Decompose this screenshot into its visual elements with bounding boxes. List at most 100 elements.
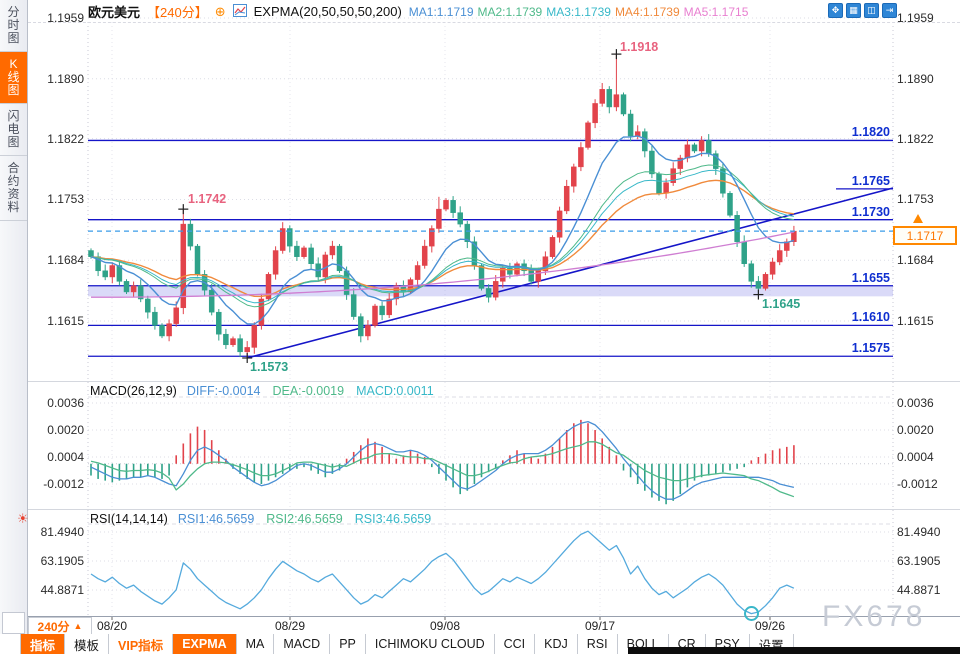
sidebar-item-分时图[interactable]: 分时图 bbox=[0, 0, 27, 52]
watermark: FX678 bbox=[822, 600, 926, 633]
period-up-arrow-icon: ▲ bbox=[73, 621, 83, 631]
rsi-axis-label: 63.1905 bbox=[897, 554, 941, 568]
toolbar-tab-指标[interactable]: 指标 bbox=[21, 634, 66, 654]
indicator-settings-icon[interactable]: ☀ bbox=[17, 511, 29, 526]
toolbar-tab-VIP指标[interactable]: VIP指标 bbox=[109, 634, 174, 654]
level-label: 1.1820 bbox=[851, 125, 890, 140]
macd-axis-label: -0.0012 bbox=[43, 477, 84, 491]
price-axis-label: 1.1753 bbox=[897, 192, 934, 207]
macd-axis-label: -0.0012 bbox=[897, 477, 938, 491]
rsi-header: RSI(14,14,14) RSI1:46.5659 RSI2:46.5659 RS… bbox=[90, 512, 443, 526]
logo-circle-icon bbox=[744, 606, 759, 621]
macd-panel-divider bbox=[28, 381, 960, 382]
date-label: 09/17 bbox=[584, 619, 616, 633]
rsi-axis-label: 44.8871 bbox=[897, 583, 941, 597]
price-axis-label: 1.1890 bbox=[47, 71, 84, 86]
price-annotation: 1.1742 bbox=[188, 192, 227, 206]
rsi-axis-label: 81.4940 bbox=[897, 525, 941, 539]
toolbar-tab-MACD[interactable]: MACD bbox=[274, 634, 331, 654]
ma-value: MA5:1.1715 bbox=[683, 4, 749, 19]
rsi-values: RSI1:46.5659 RSI2:46.5659 RSI3:46.5659 bbox=[178, 512, 443, 526]
ma-value: MA2:1.1739 bbox=[477, 4, 543, 19]
price-axis-label: 1.1615 bbox=[47, 313, 84, 328]
indicator-value: MACD:0.0011 bbox=[356, 384, 434, 398]
current-price-value: 1.1717 bbox=[906, 228, 944, 243]
period-selector-label: 240分 bbox=[37, 619, 70, 634]
scale-chart-icon[interactable]: ◫ bbox=[864, 3, 879, 18]
macd-values: DIFF:-0.0014 DEA:-0.0019 MACD:0.0011 bbox=[187, 384, 446, 398]
price-annotation: 1.1645 bbox=[762, 297, 801, 311]
toolbar-tab-ICHIMOKU CLOUD[interactable]: ICHIMOKU CLOUD bbox=[366, 634, 495, 654]
price-up-arrow-icon bbox=[913, 214, 923, 223]
level-label: 1.1730 bbox=[851, 204, 890, 219]
add-indicator-icon[interactable]: ⊕ bbox=[214, 3, 226, 19]
toolbar-tab-EXPMA[interactable]: EXPMA bbox=[173, 634, 237, 654]
mini-chart-icon bbox=[232, 3, 247, 20]
indicator-value: DEA:-0.0019 bbox=[272, 384, 345, 398]
level-label: 1.1610 bbox=[851, 310, 890, 325]
price-axis-label: 1.1822 bbox=[47, 131, 84, 146]
toolbar-tab-PP[interactable]: PP bbox=[330, 634, 366, 654]
indicator-title: EXPMA(20,50,50,50,200) bbox=[253, 4, 402, 19]
sidebar-item-合约资料[interactable]: 合约资料 bbox=[0, 156, 27, 221]
period-label: 【240分】 bbox=[147, 5, 208, 20]
bottom-black-bar bbox=[628, 647, 960, 654]
indicator-value: RSI2:46.5659 bbox=[266, 512, 343, 526]
move-icon[interactable]: ✥ bbox=[828, 3, 843, 18]
macd-axis-label: 0.0004 bbox=[47, 450, 84, 464]
ma-value: MA1:1.1719 bbox=[408, 4, 474, 19]
macd-axis-label: 0.0020 bbox=[897, 423, 934, 437]
indicator-value: RSI3:46.5659 bbox=[354, 512, 432, 526]
macd-title: MACD(26,12,9) bbox=[90, 384, 177, 398]
toolbar-tab-MA[interactable]: MA bbox=[237, 634, 275, 654]
ma-value: MA3:1.1739 bbox=[546, 4, 611, 19]
rsi-title: RSI(14,14,14) bbox=[90, 512, 168, 526]
ma-value: MA4:1.1739 bbox=[614, 4, 680, 19]
date-label: 09/08 bbox=[429, 619, 461, 633]
date-label: 08/20 bbox=[96, 619, 128, 633]
symbol-title: 欧元美元 bbox=[88, 5, 141, 20]
time-axis-line bbox=[28, 616, 960, 617]
current-price-tag: 1.1717 bbox=[893, 226, 957, 245]
period-selector[interactable]: 240分 ▲ bbox=[28, 617, 92, 635]
price-axis-label: 1.1959 bbox=[47, 11, 84, 25]
chart-header: 欧元美元 【240分】 ⊕ EXPMA(20,50,50,50,200) MA1… bbox=[88, 3, 752, 20]
price-axis-label: 1.1890 bbox=[897, 71, 934, 86]
rsi-panel-divider bbox=[28, 509, 960, 510]
header-divider bbox=[28, 22, 960, 23]
jump-latest-icon[interactable]: ⇥ bbox=[882, 3, 897, 18]
level-label: 1.1765 bbox=[851, 173, 890, 188]
toolbar-tab-RSI[interactable]: RSI bbox=[578, 634, 618, 654]
date-label: 09/26 bbox=[754, 619, 786, 633]
level-label: 1.1575 bbox=[851, 341, 890, 356]
price-axis-label: 1.1822 bbox=[897, 131, 934, 146]
toolbar-tab-KDJ[interactable]: KDJ bbox=[535, 634, 578, 654]
indicator-value: RSI1:46.5659 bbox=[177, 512, 255, 526]
level-label: 1.1655 bbox=[851, 270, 890, 285]
toolbar-pad bbox=[0, 634, 21, 654]
axis-chart-icon[interactable]: ▦ bbox=[846, 3, 861, 18]
date-label: 08/29 bbox=[274, 619, 306, 633]
price-axis-label: 1.1615 bbox=[897, 313, 934, 328]
indicator-value: DIFF:-0.0014 bbox=[186, 384, 261, 398]
toolbar-tab-模板[interactable]: 模板 bbox=[65, 634, 110, 654]
macd-axis-label: 0.0036 bbox=[47, 396, 84, 410]
macd-axis-label: 0.0020 bbox=[47, 423, 84, 437]
sidebar-footer-box bbox=[2, 612, 25, 634]
macd-axis-label: 0.0036 bbox=[897, 396, 934, 410]
toolbar-tab-CCI[interactable]: CCI bbox=[495, 634, 536, 654]
rsi-axis-label: 63.1905 bbox=[40, 554, 84, 568]
price-axis-label: 1.1684 bbox=[47, 253, 84, 268]
macd-header: MACD(26,12,9) DIFF:-0.0014 DEA:-0.0019 MAC… bbox=[90, 384, 446, 398]
sidebar-item-闪电图[interactable]: 闪电图 bbox=[0, 104, 27, 156]
price-annotation: 1.1573 bbox=[250, 360, 289, 374]
price-annotation: 1.1918 bbox=[620, 40, 659, 54]
price-axis-label: 1.1684 bbox=[897, 253, 934, 268]
price-axis-label: 1.1753 bbox=[47, 192, 84, 207]
macd-axis-label: 0.0004 bbox=[897, 450, 934, 464]
header-toolbar: ✥ ▦ ◫ ⇥ bbox=[828, 3, 897, 18]
